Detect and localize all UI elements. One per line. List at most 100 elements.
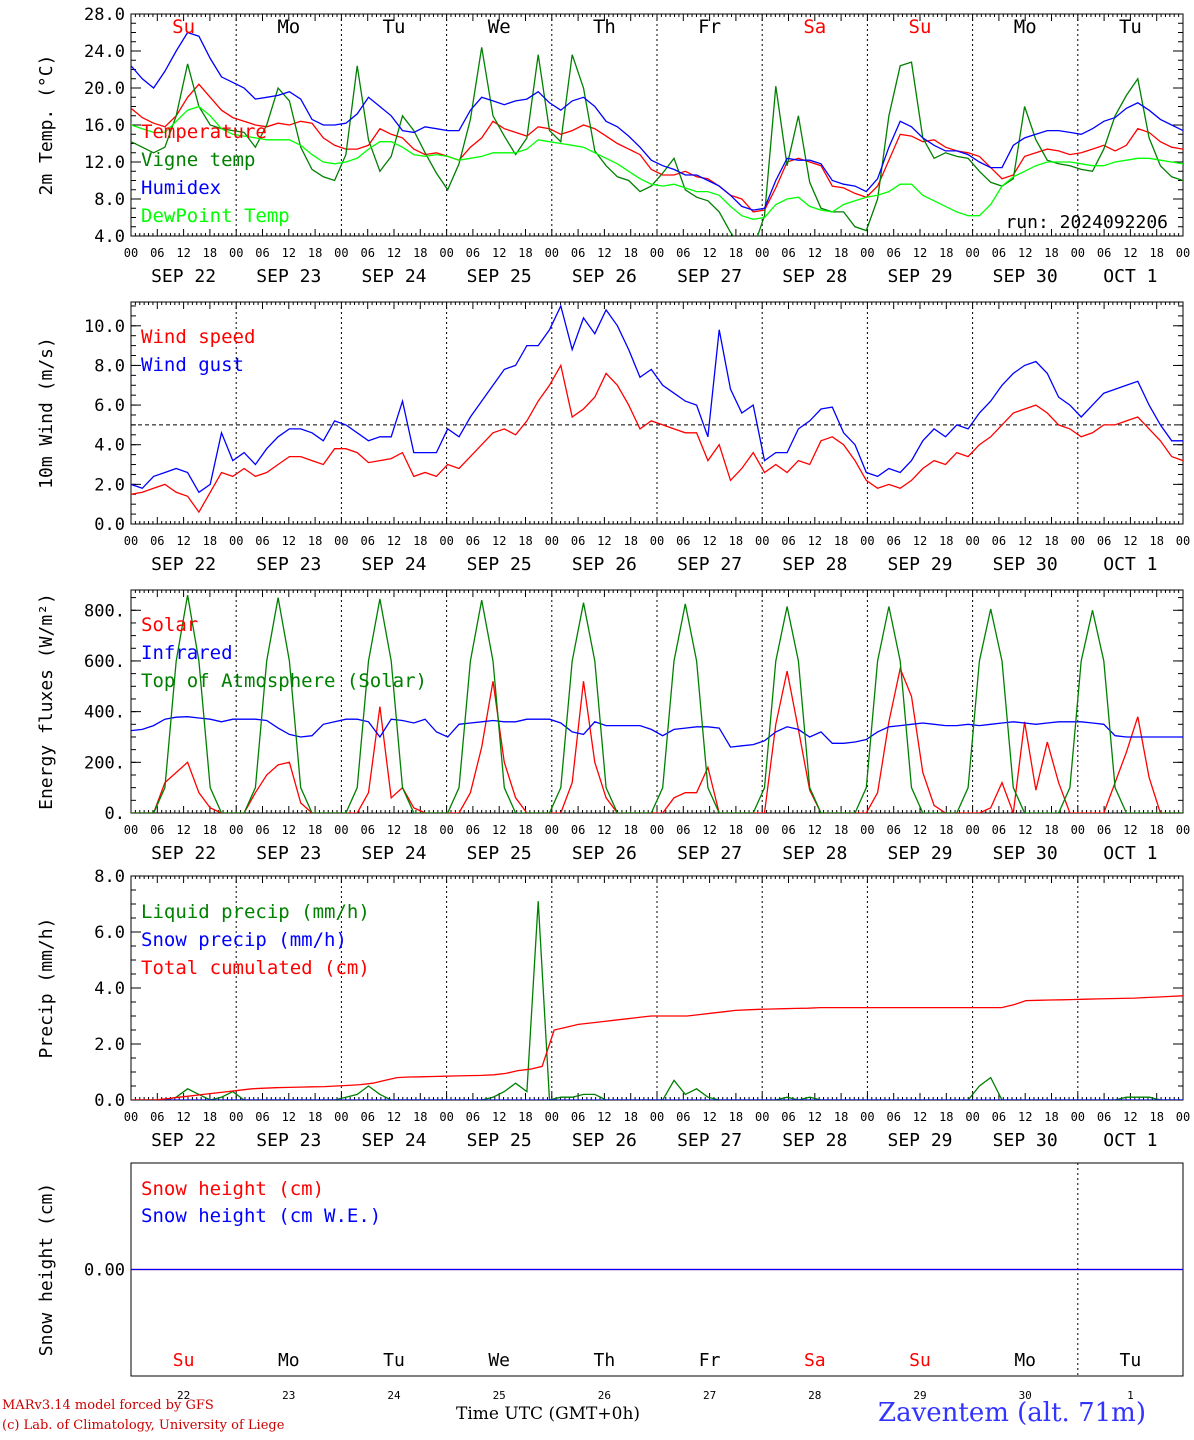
hour-tick-label: 18 <box>1044 823 1058 837</box>
hour-tick-label: 06 <box>360 823 374 837</box>
hour-tick-label: 18 <box>623 823 637 837</box>
date-label: SEP 25 <box>467 843 532 864</box>
weekday-label: Tu <box>383 16 406 38</box>
hour-tick-label: 12 <box>1018 1110 1032 1124</box>
day-number-label: 28 <box>808 1389 821 1402</box>
y-tick-label: 0.00 <box>84 1261 125 1281</box>
hour-tick-label: 00 <box>860 246 874 260</box>
weekday-label: Mo <box>1014 16 1037 38</box>
hour-tick-label: 00 <box>965 1110 979 1124</box>
series-line <box>131 995 1183 1100</box>
y-tick-label: 6.0 <box>94 396 125 416</box>
hour-tick-label: 18 <box>834 246 848 260</box>
y-tick-label: 28.0 <box>84 5 125 25</box>
hour-tick-label: 18 <box>729 823 743 837</box>
hour-tick-label: 00 <box>334 534 348 548</box>
hour-tick-label: 18 <box>729 246 743 260</box>
y-tick-label: 8.0 <box>94 190 125 210</box>
legend-entry: Snow height (cm) <box>141 1178 324 1200</box>
y-tick-label: 4.0 <box>94 436 125 456</box>
date-label: SEP 30 <box>993 843 1058 864</box>
hour-tick-label: 06 <box>360 246 374 260</box>
legend-entry: Wind speed <box>141 326 255 348</box>
y-tick-label: 2.0 <box>94 475 125 495</box>
hour-tick-label: 18 <box>203 246 217 260</box>
y-axis-label: 10m Wind (m/s) <box>36 337 57 489</box>
day-number-label: 24 <box>387 1389 401 1402</box>
weekday-label: Mo <box>278 1350 300 1371</box>
hour-tick-label: 06 <box>886 246 900 260</box>
hour-tick-label: 18 <box>1149 534 1163 548</box>
hour-tick-label: 12 <box>1123 823 1137 837</box>
y-tick-label: 2.0 <box>94 1035 125 1055</box>
run-annotation: run: 2024092206 <box>1005 212 1168 233</box>
credit-line-2: (c) Lab. of Climatology, University of L… <box>2 1418 285 1433</box>
hour-tick-label: 18 <box>203 534 217 548</box>
hour-tick-label: 06 <box>676 823 690 837</box>
date-label: SEP 28 <box>782 1130 847 1151</box>
hour-tick-label: 00 <box>1071 823 1085 837</box>
date-label: SEP 29 <box>887 1130 952 1151</box>
hour-tick-label: 06 <box>255 1110 269 1124</box>
weekday-label: Mo <box>277 16 300 38</box>
hour-tick-label: 00 <box>965 823 979 837</box>
hour-tick-label: 06 <box>571 534 585 548</box>
y-axis-label: Precip (mm/h) <box>36 918 57 1059</box>
hour-tick-label: 18 <box>308 246 322 260</box>
hour-tick-label: 06 <box>781 1110 795 1124</box>
hour-tick-label: 12 <box>1123 246 1137 260</box>
y-tick-label: 24.0 <box>84 42 125 62</box>
weekday-label: Fr <box>699 1350 721 1371</box>
hour-tick-label: 18 <box>623 1110 637 1124</box>
y-tick-label: 16.0 <box>84 116 125 136</box>
hour-tick-label: 06 <box>466 534 480 548</box>
hour-tick-label: 18 <box>1044 246 1058 260</box>
date-label: SEP 26 <box>572 843 637 864</box>
hour-tick-label: 06 <box>676 534 690 548</box>
hour-tick-label: 12 <box>913 534 927 548</box>
y-tick-label: 20.0 <box>84 79 125 99</box>
hour-tick-label: 06 <box>360 1110 374 1124</box>
day-number-label: 1 <box>1127 1389 1134 1402</box>
hour-tick-label: 12 <box>282 534 296 548</box>
hour-tick-label: 06 <box>1097 246 1111 260</box>
hour-tick-label: 18 <box>518 534 532 548</box>
hour-tick-label: 00 <box>439 534 453 548</box>
weekday-label: Su <box>909 16 932 38</box>
hour-tick-label: 18 <box>1044 1110 1058 1124</box>
hour-tick-label: 18 <box>518 246 532 260</box>
hour-tick-label: 12 <box>387 246 401 260</box>
hour-tick-label: 00 <box>124 534 138 548</box>
series-line <box>131 594 1183 813</box>
date-label: SEP 27 <box>677 1130 742 1151</box>
weekday-label: Fr <box>698 16 721 38</box>
hour-tick-label: 12 <box>387 823 401 837</box>
hour-tick-label: 00 <box>1071 1110 1085 1124</box>
date-label: SEP 23 <box>256 554 321 575</box>
hour-tick-label: 18 <box>413 534 427 548</box>
series-line <box>131 363 1183 514</box>
hour-tick-label: 06 <box>360 534 374 548</box>
hour-tick-label: 12 <box>387 534 401 548</box>
series-group <box>131 31 1183 236</box>
hour-tick-label: 00 <box>860 1110 874 1124</box>
legend-entry: Snow precip (mm/h) <box>141 929 347 951</box>
hour-tick-label: 00 <box>755 246 769 260</box>
hour-tick-label: 00 <box>545 534 559 548</box>
hour-tick-label: 12 <box>597 823 611 837</box>
hour-tick-label: 12 <box>176 1110 190 1124</box>
weekday-label: Su <box>172 16 195 38</box>
hour-tick-label: 00 <box>650 534 664 548</box>
hour-tick-label: 00 <box>545 246 559 260</box>
y-tick-label: 0.0 <box>94 1091 125 1111</box>
hour-tick-label: 00 <box>229 823 243 837</box>
hour-tick-label: 00 <box>229 534 243 548</box>
date-label: SEP 30 <box>993 554 1058 575</box>
legend-entry: Total cumulated (cm) <box>141 957 370 979</box>
date-label: SEP 22 <box>151 554 216 575</box>
series-line <box>131 47 1183 236</box>
date-label: SEP 22 <box>151 266 216 287</box>
hour-tick-label: 12 <box>282 1110 296 1124</box>
hour-tick-label: 00 <box>1176 823 1190 837</box>
